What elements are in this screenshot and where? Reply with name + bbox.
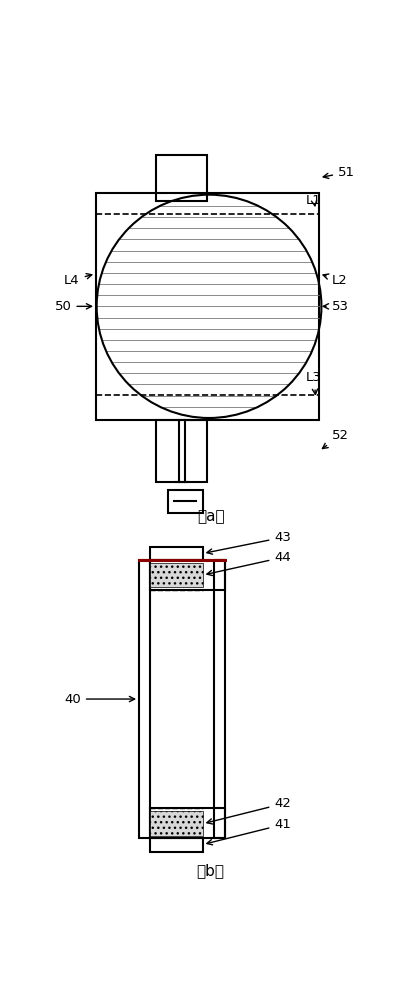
Text: 52: 52 xyxy=(323,429,349,449)
Text: 42: 42 xyxy=(207,797,291,824)
Text: 53: 53 xyxy=(323,300,349,313)
Text: 40: 40 xyxy=(64,693,135,706)
Text: 51: 51 xyxy=(323,166,355,179)
Text: 43: 43 xyxy=(207,531,291,554)
Text: 44: 44 xyxy=(207,551,291,576)
Polygon shape xyxy=(168,490,203,513)
Text: L1: L1 xyxy=(306,194,322,207)
Text: 50: 50 xyxy=(55,300,92,313)
Text: 41: 41 xyxy=(207,818,291,845)
Text: L2: L2 xyxy=(323,274,347,287)
Text: （a）: （a） xyxy=(197,509,224,524)
Polygon shape xyxy=(150,811,203,836)
Text: L3: L3 xyxy=(306,371,322,394)
Polygon shape xyxy=(150,563,203,587)
Text: L4: L4 xyxy=(64,274,92,287)
Text: （b）: （b） xyxy=(196,863,225,878)
